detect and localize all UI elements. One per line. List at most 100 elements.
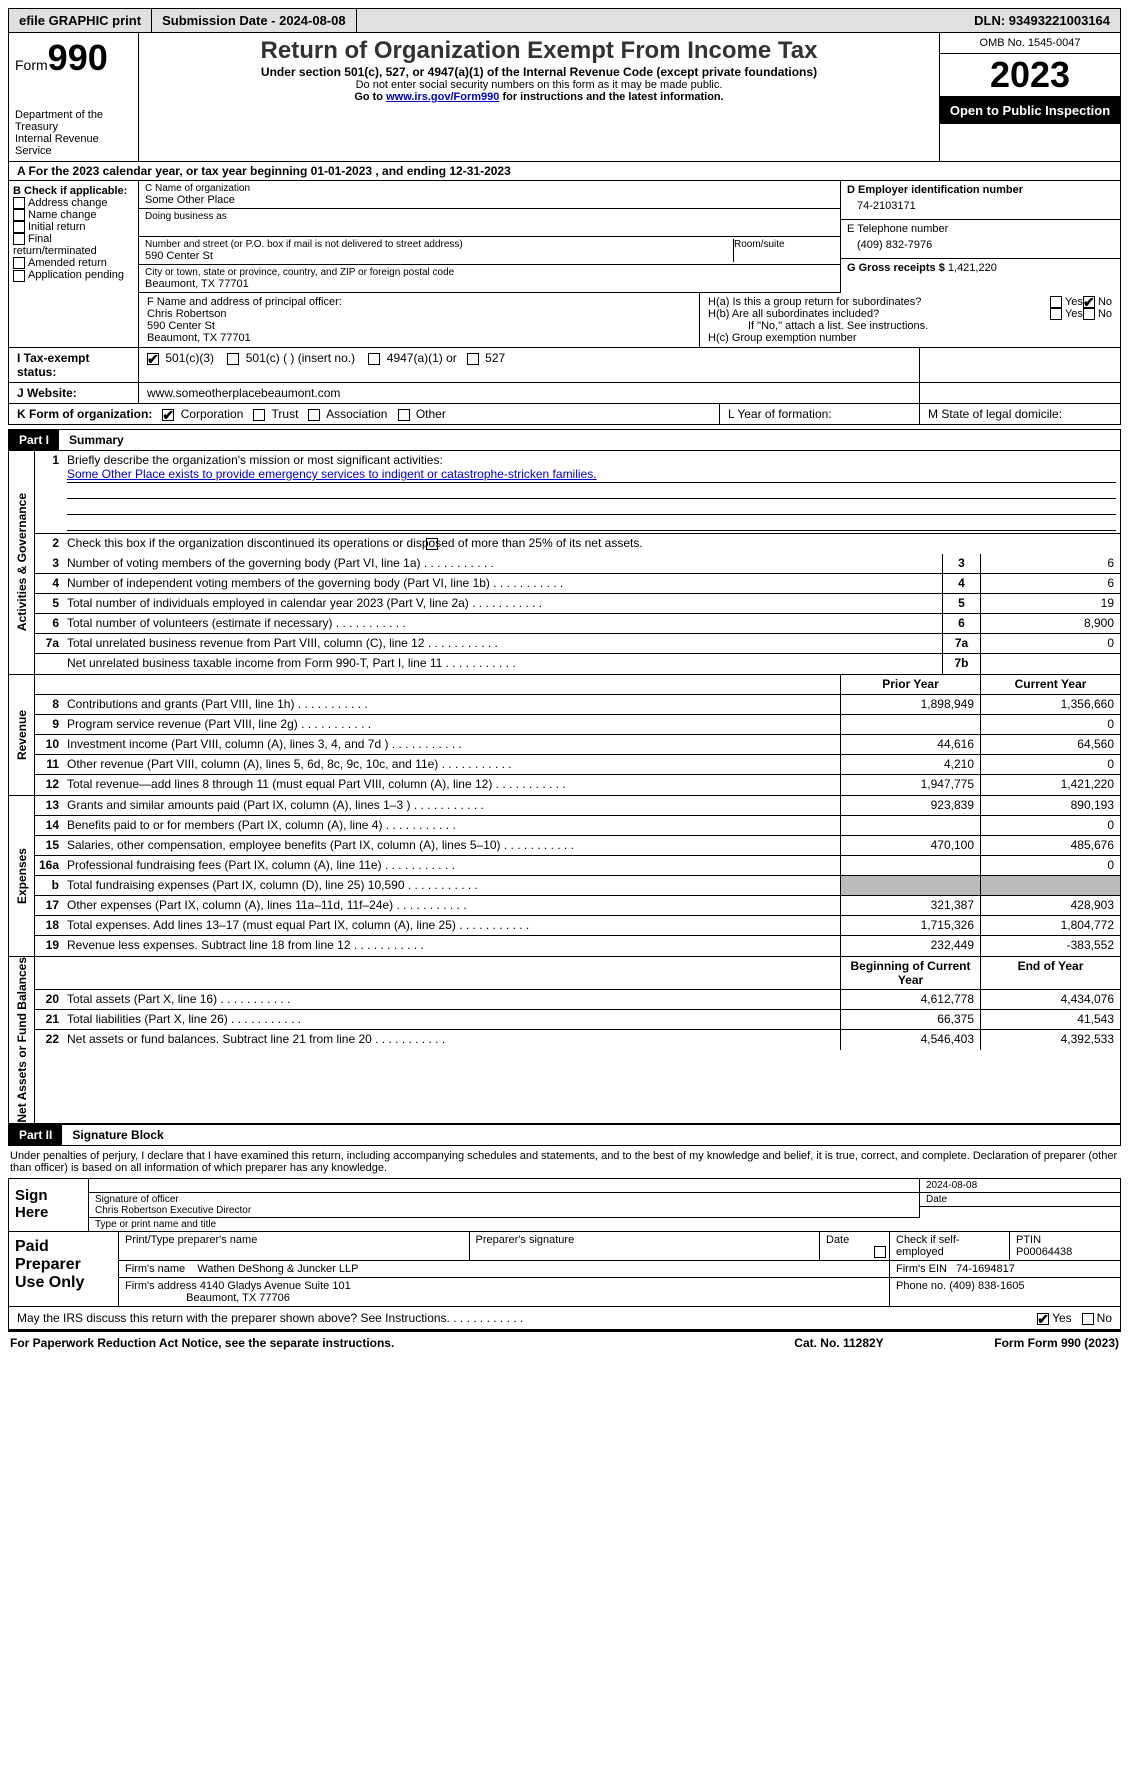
gross-value: 1,421,220 [948,262,997,274]
name-change-checkbox[interactable] [13,209,25,221]
form-footer-label: Form [994,1336,1027,1350]
501c3-checkbox[interactable] [147,353,159,365]
period-line: A For the 2023 calendar year, or tax yea… [8,162,1121,181]
form-label: Form [15,57,48,73]
summary-row: bTotal fundraising expenses (Part IX, co… [35,876,1120,896]
addr-change-label: Address change [28,197,108,209]
hb-no-label: No [1098,308,1112,320]
efile-label: efile GRAPHIC print [9,9,152,32]
other-checkbox[interactable] [398,409,410,421]
rev-label: Revenue [15,710,29,760]
begin-year-header: Beginning of Current Year [840,957,980,989]
room-label: Room/suite [734,239,834,250]
officer-label: F Name and address of principal officer: [147,296,691,308]
summary-row: Net unrelated business taxable income fr… [35,654,1120,674]
officer-name: Chris Robertson [147,308,691,320]
part1-tag: Part I [9,430,59,450]
officer-addr1: 590 Center St [147,320,691,332]
ha-no-checkbox[interactable] [1083,296,1095,308]
firm-ein: 74-1694817 [956,1263,1015,1275]
form-subtitle: Under section 501(c), 527, or 4947(a)(1)… [149,65,929,79]
summary-row: 16aProfessional fundraising fees (Part I… [35,856,1120,876]
box-b-label: B Check if applicable: [13,185,134,197]
prep-title: Paid Preparer Use Only [9,1232,119,1306]
final-return-checkbox[interactable] [13,233,25,245]
part2-tag: Part II [9,1125,62,1145]
self-emp-label: Check if self-employed [896,1234,960,1258]
summary-row: 7aTotal unrelated business revenue from … [35,634,1120,654]
discuss-yes-label: Yes [1052,1311,1072,1325]
gross-label: G Gross receipts $ [847,262,945,274]
activities-governance-section: Activities & Governance 1 Briefly descri… [8,451,1121,675]
initial-return-label: Initial return [28,221,85,233]
firm-addr2: Beaumont, TX 77706 [186,1292,290,1304]
summary-row: 20Total assets (Part X, line 16) 4,612,7… [35,990,1120,1010]
name-label: C Name of organization [145,183,834,194]
tax-status-row: I Tax-exempt status: 501(c)(3) 501(c) ( … [8,348,1121,383]
form-org-row: K Form of organization: Corporation Trus… [8,404,1121,425]
4947-label: 4947(a)(1) or [387,351,457,365]
part2-title: Signature Block [62,1128,163,1142]
prior-year-header: Prior Year [840,675,980,694]
open-inspection: Open to Public Inspection [940,97,1120,124]
hb-no-checkbox[interactable] [1083,308,1095,320]
ha-yes-label: Yes [1065,296,1083,308]
final-return-label: Final return/terminated [13,233,97,257]
line2-checkbox[interactable] [426,538,438,550]
goto-prefix: Go to [354,91,386,103]
ein-label: D Employer identification number [847,184,1114,196]
mission-text[interactable]: Some Other Place exists to provide emerg… [67,467,1116,483]
501c-checkbox[interactable] [227,353,239,365]
form-header: Form990 Department of the Treasury Inter… [8,33,1121,162]
app-pending-checkbox[interactable] [13,270,25,282]
firm-ein-label: Firm's EIN [896,1263,947,1275]
hc-label: H(c) Group exemption number [708,332,1112,344]
amended-checkbox[interactable] [13,257,25,269]
pra-notice: For Paperwork Reduction Act Notice, see … [10,1336,739,1350]
org-address: 590 Center St [145,250,733,262]
current-year-header: Current Year [980,675,1120,694]
hb-yes-checkbox[interactable] [1050,308,1062,320]
self-emp-checkbox[interactable] [874,1246,886,1258]
name-change-label: Name change [28,209,97,221]
corp-checkbox[interactable] [162,409,174,421]
omb-number: OMB No. 1545-0047 [940,33,1120,54]
discuss-yes-checkbox[interactable] [1037,1313,1049,1325]
line2-label: Check this box if the organization disco… [67,536,643,550]
firm-addr1: 4140 Gladys Avenue Suite 101 [200,1280,351,1292]
website-row: J Website: www.someotherplacebeaumont.co… [8,383,1121,404]
ha-no-label: No [1098,296,1112,308]
corp-label: Corporation [181,407,244,421]
assoc-checkbox[interactable] [308,409,320,421]
form990-link[interactable]: www.irs.gov/Form990 [386,91,499,103]
form-footer: Form 990 (2023) [1028,1336,1119,1350]
ssn-note: Do not enter social security numbers on … [149,79,929,91]
summary-row: 17Other expenses (Part IX, column (A), l… [35,896,1120,916]
527-label: 527 [485,351,505,365]
dln: DLN: 93493221003164 [964,9,1120,32]
page-footer: For Paperwork Reduction Act Notice, see … [8,1330,1121,1354]
527-checkbox[interactable] [467,353,479,365]
addr-change-checkbox[interactable] [13,197,25,209]
officer-section: F Name and address of principal officer:… [8,293,1121,348]
net-assets-section: Net Assets or Fund Balances Beginning of… [8,957,1121,1124]
4947-checkbox[interactable] [368,353,380,365]
j-label: J Website: [9,383,139,403]
ha-yes-checkbox[interactable] [1050,296,1062,308]
tax-year: 2023 [940,54,1120,97]
org-city: Beaumont, TX 77701 [145,278,834,290]
line1-label: Briefly describe the organization's miss… [67,453,1116,467]
initial-return-checkbox[interactable] [13,221,25,233]
summary-row: 22Net assets or fund balances. Subtract … [35,1030,1120,1050]
prep-sig-label: Preparer's signature [470,1232,821,1260]
submission-date: Submission Date - 2024-08-08 [152,9,357,32]
501c3-label: 501(c)(3) [165,351,214,365]
type-name-label: Type or print name and title [89,1218,1120,1231]
form-title: Return of Organization Exempt From Incom… [149,37,929,65]
501c-label: 501(c) ( ) (insert no.) [246,351,355,365]
l-label: L Year of formation: [720,404,920,424]
other-label: Other [416,407,446,421]
m-label: M State of legal domicile: [920,404,1120,424]
trust-checkbox[interactable] [253,409,265,421]
discuss-no-checkbox[interactable] [1082,1313,1094,1325]
